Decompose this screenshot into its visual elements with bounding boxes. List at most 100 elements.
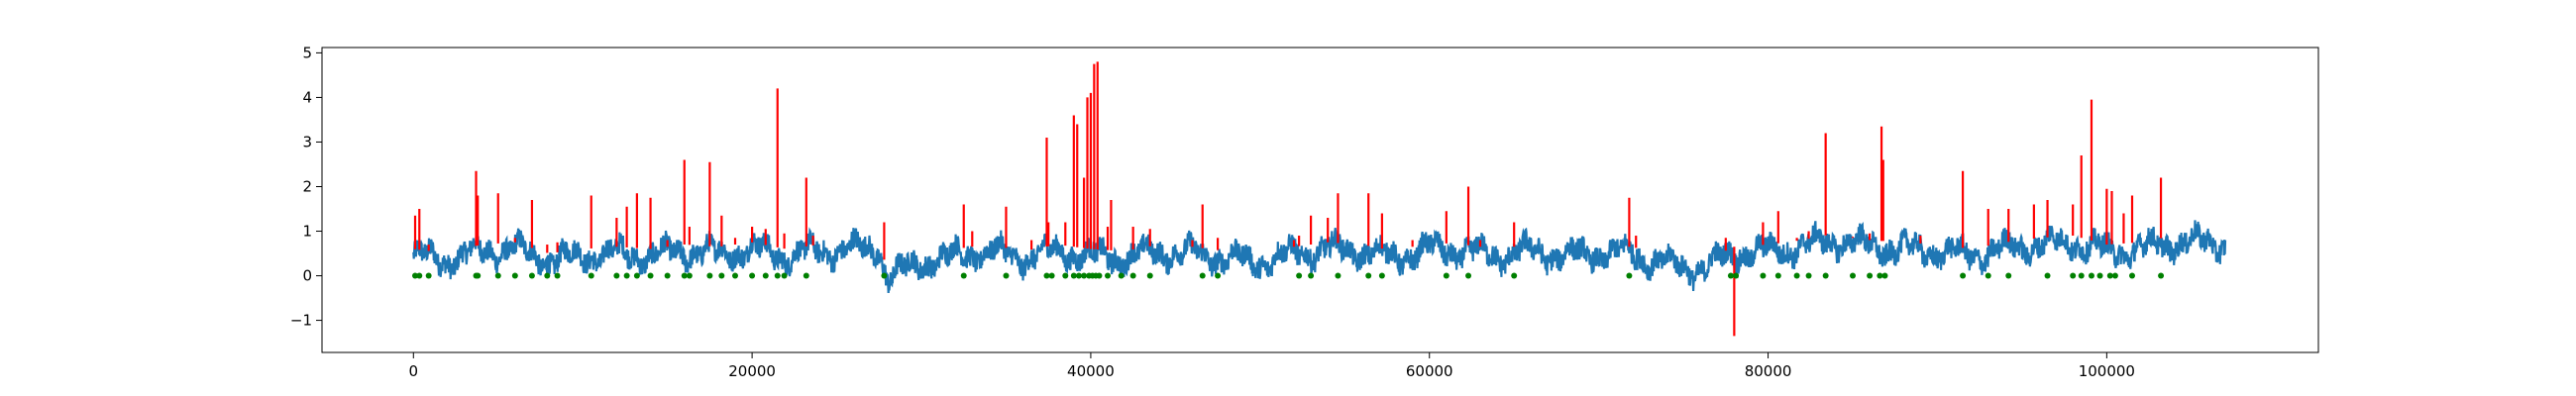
anomaly-marker — [1960, 272, 1967, 279]
anomaly-marker — [1805, 272, 1812, 279]
y-tick: 3 — [302, 133, 322, 150]
anomaly-marker — [2106, 272, 2113, 279]
anomaly-marker — [544, 272, 551, 279]
anomaly-marker — [762, 272, 769, 279]
anomaly-marker — [1118, 272, 1125, 279]
plot-background — [322, 48, 2318, 352]
anomaly-marker — [588, 272, 594, 279]
anomaly-markers — [411, 272, 2165, 279]
anomaly-marker — [1867, 272, 1874, 279]
y-tick: 1 — [302, 223, 322, 241]
anomaly-marker — [1105, 272, 1112, 279]
anomaly-marker — [1774, 272, 1781, 279]
y-tick: 4 — [302, 88, 322, 106]
anomaly-marker — [1877, 272, 1883, 279]
anomaly-marker — [411, 272, 418, 279]
x-tick-label: 20000 — [728, 362, 776, 380]
anomaly-marker — [1215, 272, 1222, 279]
anomaly-marker — [1443, 272, 1449, 279]
x-tick: 40000 — [1067, 352, 1115, 380]
anomaly-spikes — [413, 61, 2163, 337]
anomaly-marker — [1062, 272, 1069, 279]
x-tick: 20000 — [728, 352, 776, 380]
anomaly-marker — [1793, 272, 1800, 279]
anomaly-marker — [2129, 272, 2136, 279]
x-axis: 0 20000 40000 60000 80000 100000 — [409, 352, 2135, 380]
anomaly-marker — [613, 272, 620, 279]
x-tick-label: 40000 — [1067, 362, 1115, 380]
anomaly-marker — [1096, 272, 1103, 279]
anomaly-marker — [774, 272, 781, 279]
y-tick: 5 — [302, 44, 322, 61]
anomaly-marker — [664, 272, 671, 279]
anomaly-marker — [1081, 272, 1088, 279]
y-tick-label: 5 — [302, 44, 312, 61]
x-tick: 100000 — [2079, 352, 2135, 380]
y-axis: −1 0 1 2 3 4 5 — [290, 44, 322, 330]
anomaly-marker — [1199, 272, 1206, 279]
anomaly-marker — [1378, 272, 1385, 279]
anomaly-marker — [1727, 272, 1734, 279]
anomaly-marker — [528, 272, 535, 279]
anomaly-marker — [1146, 272, 1153, 279]
y-tick-label: 2 — [302, 177, 312, 195]
plot-frame — [321, 47, 2319, 353]
anomaly-marker — [1365, 272, 1372, 279]
anomaly-marker — [623, 272, 630, 279]
y-tick: −1 — [290, 312, 322, 330]
anomaly-marker — [416, 272, 423, 279]
anomaly-marker — [1760, 272, 1767, 279]
anomaly-marker — [960, 272, 967, 279]
anomaly-marker — [425, 272, 432, 279]
anomaly-marker — [686, 272, 693, 279]
anomaly-marker — [647, 272, 654, 279]
x-tick: 0 — [409, 352, 419, 380]
anomaly-marker — [2096, 272, 2103, 279]
anomaly-marker — [881, 272, 888, 279]
x-tick-label: 0 — [409, 362, 419, 380]
anomaly-marker — [2158, 272, 2165, 279]
anomaly-marker — [633, 272, 640, 279]
anomaly-marker — [2044, 272, 2051, 279]
signal-series — [412, 220, 2227, 294]
anomaly-marker — [1043, 272, 1050, 279]
anomaly-marker — [1822, 272, 1829, 279]
anomaly-marker — [554, 272, 561, 279]
anomaly-marker — [1003, 272, 1010, 279]
y-tick-label: −1 — [290, 312, 312, 330]
anomaly-marker — [1296, 272, 1303, 279]
signal-line — [412, 220, 2227, 294]
anomaly-marker — [1075, 272, 1082, 279]
anomaly-marker — [1733, 272, 1740, 279]
x-tick: 60000 — [1406, 352, 1453, 380]
y-tick-label: 4 — [302, 88, 312, 106]
anomaly-marker — [749, 272, 756, 279]
y-tick-label: 1 — [302, 223, 312, 241]
anomaly-marker — [1465, 272, 1472, 279]
anomaly-marker — [706, 272, 713, 279]
anomaly-marker — [681, 272, 688, 279]
y-tick-label: 0 — [302, 267, 312, 285]
anomaly-marker — [1048, 272, 1055, 279]
anomaly-marker — [1881, 272, 1888, 279]
anomaly-marker — [803, 272, 809, 279]
anomaly-marker — [494, 272, 501, 279]
y-tick: 0 — [302, 267, 322, 285]
x-tick-label: 100000 — [2079, 362, 2135, 380]
y-tick: 2 — [302, 177, 322, 195]
x-tick: 80000 — [1745, 352, 1791, 380]
anomaly-marker — [2078, 272, 2085, 279]
anomaly-marker — [2005, 272, 2012, 279]
anomaly-marker — [732, 272, 739, 279]
x-tick-label: 60000 — [1406, 362, 1453, 380]
anomaly-marker — [1626, 272, 1633, 279]
anomaly-marker — [1335, 272, 1342, 279]
anomaly-marker — [2070, 272, 2077, 279]
anomaly-marker — [1511, 272, 1518, 279]
anomaly-marker — [1129, 272, 1136, 279]
y-tick-label: 3 — [302, 133, 312, 150]
anomaly-marker — [475, 272, 482, 279]
anomaly-marker — [1985, 272, 1991, 279]
anomaly-marker — [1070, 272, 1077, 279]
